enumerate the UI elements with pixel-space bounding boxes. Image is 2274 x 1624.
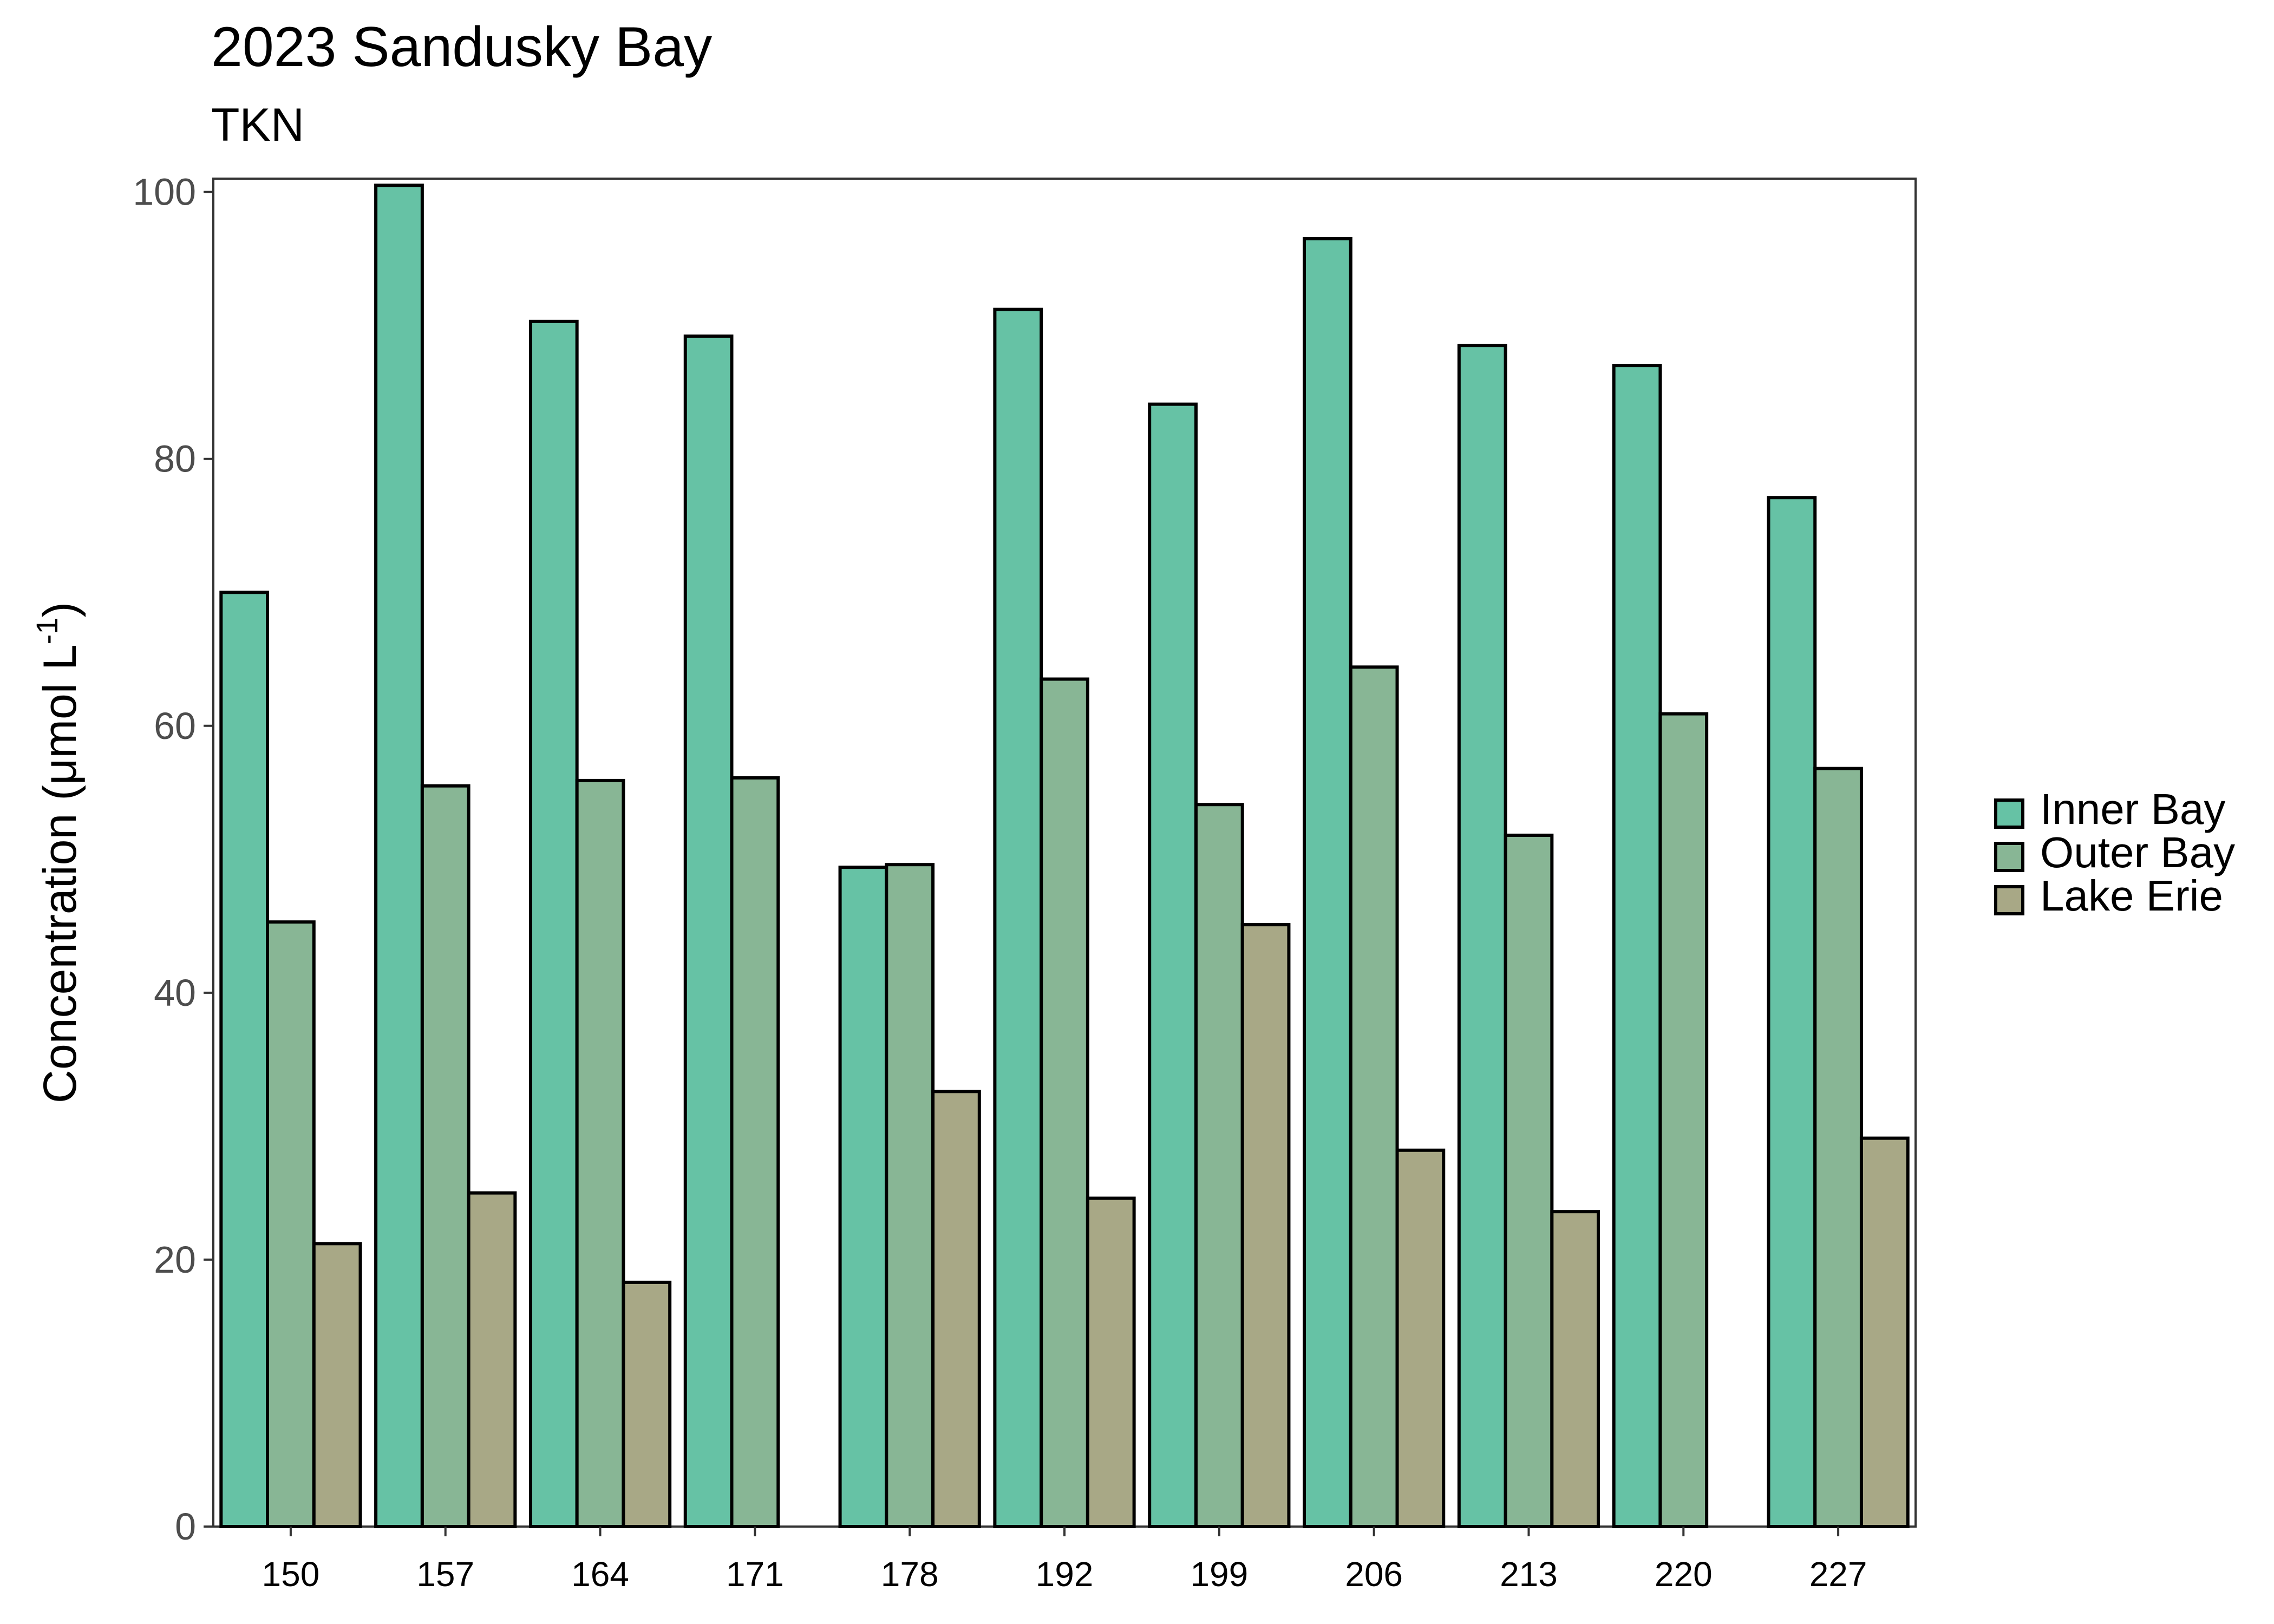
legend-label-lake-erie: Lake Erie: [2040, 872, 2223, 920]
y-tick-label: 80: [154, 438, 196, 480]
x-tick-label: 157: [416, 1555, 474, 1594]
bar-lake-erie-206: [1395, 1148, 1446, 1528]
bar-outer-bay-178: [885, 863, 935, 1528]
bar-lake-erie-157: [467, 1191, 517, 1528]
chart-subtitle: TKN: [211, 99, 304, 151]
x-tick-label: 220: [1655, 1555, 1713, 1594]
bar-inner-bay-150: [219, 591, 270, 1528]
y-tick-label: 20: [154, 1239, 196, 1281]
y-tick-label: 60: [154, 705, 196, 747]
y-tick-label: 40: [154, 972, 196, 1014]
bar-inner-bay-171: [683, 334, 734, 1528]
x-tick-label: 213: [1500, 1555, 1558, 1594]
bars-layer: [219, 184, 1910, 1529]
bar-inner-bay-206: [1303, 237, 1352, 1528]
bar-lake-erie-227: [1859, 1136, 1910, 1529]
y-tick-label: 100: [133, 171, 196, 213]
bar-inner-bay-213: [1457, 344, 1507, 1529]
bar-outer-bay-157: [420, 784, 471, 1528]
bar-outer-bay-171: [730, 776, 780, 1528]
legend-key-lake-erie: [1994, 885, 2024, 915]
bar-lake-erie-178: [931, 1090, 981, 1528]
bar-lake-erie-199: [1240, 923, 1291, 1528]
y-axis-label: Concentration (μmol L-1): [30, 602, 86, 1103]
y-tick-label: 0: [175, 1505, 196, 1548]
legend-key-outer-bay: [1994, 842, 2024, 872]
bar-outer-bay-213: [1504, 833, 1554, 1528]
bar-outer-bay-199: [1194, 803, 1244, 1528]
x-tick-label: 150: [262, 1555, 320, 1594]
bar-inner-bay-178: [838, 866, 888, 1528]
legend-key-inner-bay: [1994, 798, 2024, 829]
bar-outer-bay-192: [1040, 677, 1089, 1528]
bar-inner-bay-199: [1148, 402, 1198, 1528]
x-tick-label: 171: [726, 1555, 784, 1594]
bar-outer-bay-150: [266, 920, 316, 1528]
x-axis: 150 157 164 171 178 192 199 206 213 220 227: [262, 1527, 1867, 1594]
bar-lake-erie-164: [622, 1280, 672, 1528]
y-axis: 0 20 40 60 80 100: [133, 171, 213, 1548]
bar-inner-bay-220: [1612, 364, 1662, 1529]
bar-lake-erie-213: [1550, 1210, 1600, 1528]
bar-outer-bay-206: [1349, 665, 1399, 1528]
bar-outer-bay-227: [1813, 767, 1863, 1528]
bar-lake-erie-192: [1086, 1196, 1136, 1528]
bar-outer-bay-164: [575, 778, 625, 1528]
legend-label-inner-bay: Inner Bay: [2040, 785, 2225, 833]
bar-inner-bay-227: [1767, 496, 1817, 1529]
x-tick-label: 164: [571, 1555, 629, 1594]
bar-outer-bay-220: [1658, 712, 1709, 1528]
bar-lake-erie-150: [312, 1242, 362, 1528]
bar-inner-bay-157: [374, 184, 424, 1529]
x-tick-label: 199: [1190, 1555, 1248, 1594]
x-tick-label: 206: [1345, 1555, 1403, 1594]
x-tick-label: 178: [881, 1555, 939, 1594]
bar-inner-bay-192: [993, 307, 1043, 1528]
bar-inner-bay-164: [528, 319, 579, 1529]
x-tick-label: 227: [1809, 1555, 1867, 1594]
x-tick-label: 192: [1036, 1555, 1094, 1594]
legend-label-outer-bay: Outer Bay: [2040, 828, 2235, 876]
chart-title: 2023 Sandusky Bay: [211, 16, 712, 78]
